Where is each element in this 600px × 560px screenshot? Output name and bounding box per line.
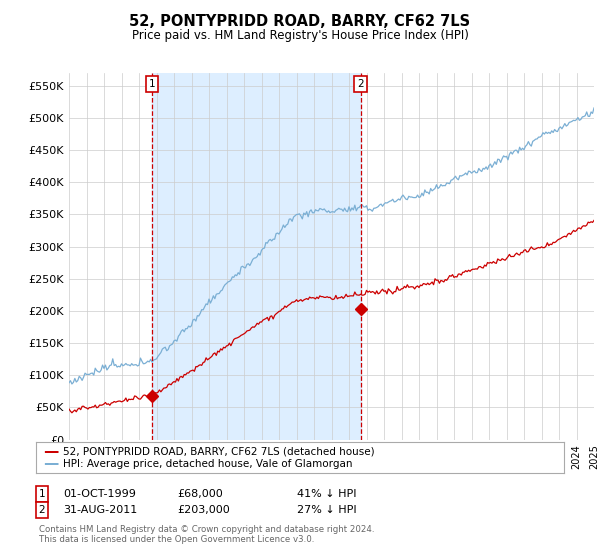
Text: Price paid vs. HM Land Registry's House Price Index (HPI): Price paid vs. HM Land Registry's House … [131, 29, 469, 42]
Text: Contains HM Land Registry data © Crown copyright and database right 2024.: Contains HM Land Registry data © Crown c… [39, 525, 374, 534]
Text: £203,000: £203,000 [177, 505, 230, 515]
Text: 27% ↓ HPI: 27% ↓ HPI [297, 505, 356, 515]
Text: 2: 2 [38, 505, 46, 515]
Text: 31-AUG-2011: 31-AUG-2011 [63, 505, 137, 515]
Text: 1: 1 [149, 79, 155, 88]
Text: 1: 1 [38, 489, 46, 499]
Text: This data is licensed under the Open Government Licence v3.0.: This data is licensed under the Open Gov… [39, 535, 314, 544]
Text: 41% ↓ HPI: 41% ↓ HPI [297, 489, 356, 499]
Text: 2: 2 [358, 79, 364, 88]
Text: —: — [43, 445, 59, 459]
Bar [152, 73, 361, 440]
Text: £68,000: £68,000 [177, 489, 223, 499]
Text: 52, PONTYPRIDD ROAD, BARRY, CF62 7LS (detached house): 52, PONTYPRIDD ROAD, BARRY, CF62 7LS (de… [63, 447, 374, 457]
Text: HPI: Average price, detached house, Vale of Glamorgan: HPI: Average price, detached house, Vale… [63, 459, 353, 469]
Text: 01-OCT-1999: 01-OCT-1999 [63, 489, 136, 499]
Text: 52, PONTYPRIDD ROAD, BARRY, CF62 7LS: 52, PONTYPRIDD ROAD, BARRY, CF62 7LS [130, 14, 470, 29]
Text: —: — [43, 456, 59, 471]
